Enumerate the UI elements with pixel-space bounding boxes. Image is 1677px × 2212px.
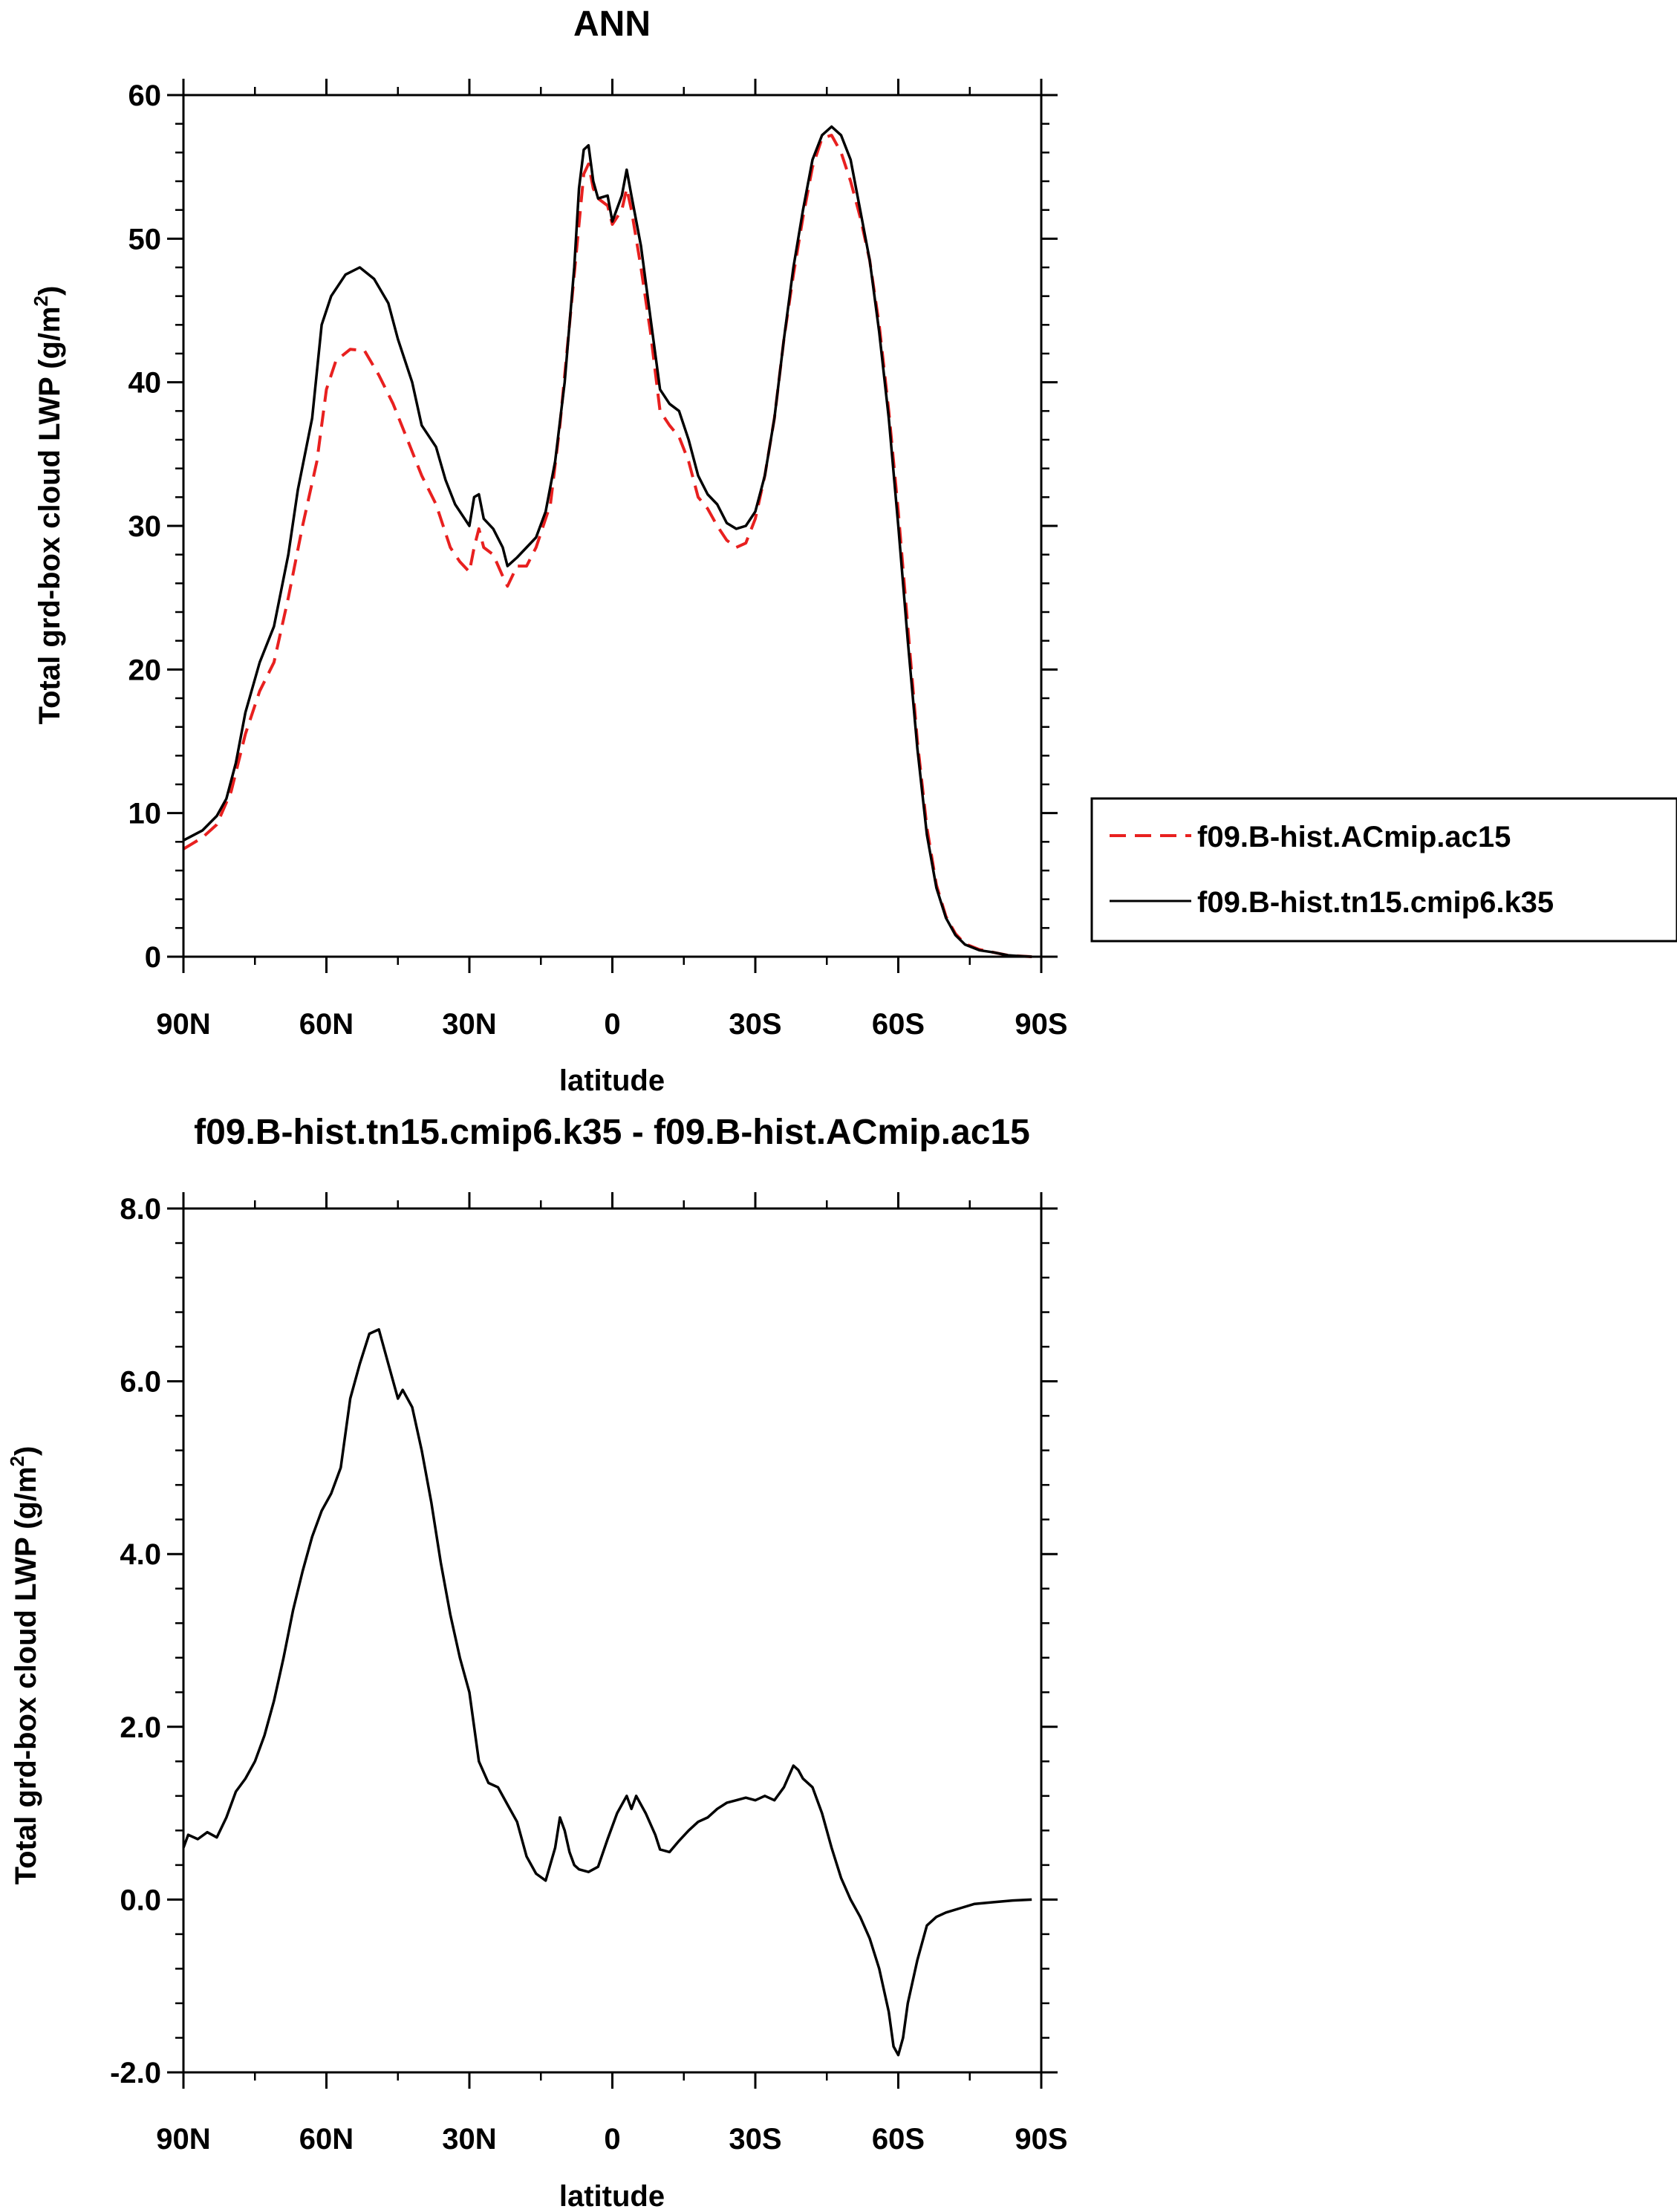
y-axis-label: Total grd-box cloud LWP (g/m2) xyxy=(30,286,66,725)
series-layer xyxy=(182,1328,1032,2057)
series-line-0 xyxy=(182,134,1032,958)
series-line-1 xyxy=(183,125,1032,958)
x-tick-label: 60N xyxy=(299,1008,354,1041)
chart-ann: ANN Total grd-box cloud LWP (g/m2) latit… xyxy=(30,4,1068,1097)
x-tick-label: 60N xyxy=(299,2123,354,2156)
legend-label-k35: f09.B-hist.tn15.cmip6.k35 xyxy=(1197,886,1554,919)
series-line-0 xyxy=(182,1328,1032,2057)
y-tick-label: 2.0 xyxy=(120,1711,161,1744)
y-tick-label: 0.0 xyxy=(120,1884,161,1916)
legend-label-ac15: f09.B-hist.ACmip.ac15 xyxy=(1197,821,1511,853)
y-tick-label: 8.0 xyxy=(120,1193,161,1226)
y-tick-label: 4.0 xyxy=(120,1538,161,1571)
x-tick-label: 0 xyxy=(604,1008,620,1041)
x-tick-label: 90N xyxy=(156,2123,210,2156)
x-tick-label: 30N xyxy=(442,1008,496,1041)
y-axis-label: Total grd-box cloud LWP (g/m2) xyxy=(6,1446,42,1885)
legend: f09.B-hist.ACmip.ac15 f09.B-hist.tn15.cm… xyxy=(1090,797,1677,943)
x-tick-label: 30N xyxy=(442,2123,496,2156)
legend-box xyxy=(1090,797,1677,943)
x-tick-label: 90S xyxy=(1015,2123,1067,2156)
plot-frame xyxy=(182,1207,1043,2074)
chart-title: f09.B-hist.tn15.cmip6.k35 - f09.B-hist.A… xyxy=(194,1113,1030,1152)
chart-title: ANN xyxy=(573,4,651,44)
chart-difference: f09.B-hist.tn15.cmip6.k35 - f09.B-hist.A… xyxy=(6,1113,1068,2212)
tick-layer: 90N 60N 30N 0 30S 60S 90S -2.0 0.0 2.0 4.0 6.0 8.0 xyxy=(110,1192,1068,2156)
x-tick-label: 0 xyxy=(604,2123,620,2156)
plot-frame xyxy=(182,94,1043,958)
x-tick-label: 30S xyxy=(729,2123,781,2156)
y-tick-label: 30 xyxy=(128,510,162,543)
y-tick-label: 50 xyxy=(128,223,162,256)
y-tick-label: 0 xyxy=(145,941,161,974)
series-layer xyxy=(182,125,1032,958)
x-axis-label: latitude xyxy=(559,1064,665,1097)
x-tick-label: 60S xyxy=(872,2123,925,2156)
y-tick-label: 20 xyxy=(128,654,162,686)
x-tick-label: 90S xyxy=(1015,1008,1067,1041)
y-tick-label: 60 xyxy=(128,79,162,112)
tick-layer: 90N 60N 30N 0 30S 60S 90S 0 10 20 30 40 50 60 xyxy=(128,79,1068,1041)
x-tick-label: 90N xyxy=(156,1008,210,1041)
x-tick-label: 60S xyxy=(872,1008,925,1041)
y-tick-label: 40 xyxy=(128,367,162,400)
y-tick-label: 10 xyxy=(128,798,162,830)
y-tick-label: -2.0 xyxy=(110,2057,161,2089)
x-tick-label: 30S xyxy=(729,1008,781,1041)
y-tick-label: 6.0 xyxy=(120,1366,161,1399)
x-axis-label: latitude xyxy=(559,2180,665,2212)
